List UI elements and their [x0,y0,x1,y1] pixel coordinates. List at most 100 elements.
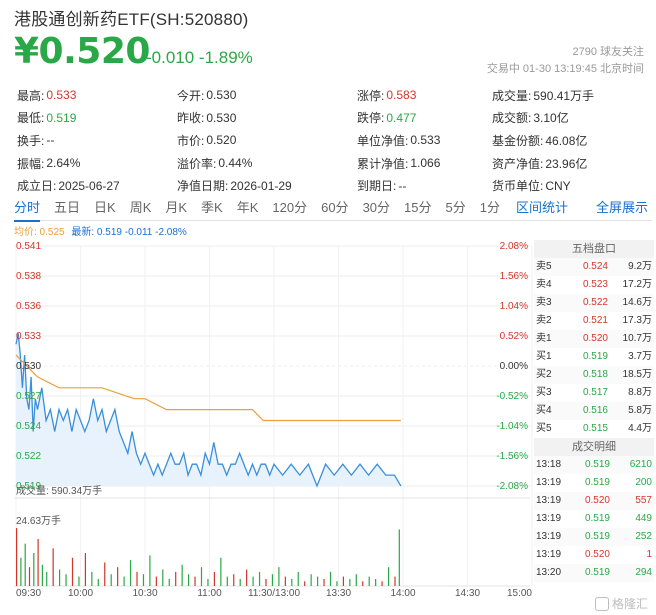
volume-bar [278,567,280,586]
price-line [15,333,402,488]
trade-row: 13:19 0.519 449 [534,510,654,528]
volume-bar [297,571,299,586]
tab-6[interactable]: 年K [236,199,259,215]
stat-row: 最高: 0.533 今开: 0.530 涨停: 0.583 成交量: 590.41万手 [17,84,647,107]
x-tick-label: 14:00 [390,588,415,599]
stat-value: 0.519 [46,110,77,125]
y-tick-label: 0.522 [16,451,41,462]
volume-bar [258,571,261,586]
volume-bar [284,576,286,586]
orderbook-price: 0.520 [582,333,608,344]
intraday-chart[interactable]: 0.541 2.08% 0.538 1.56% 0.536 1.04% 0.533 0.52%… [14,238,534,600]
orderbook-side: 卖1 [536,333,552,344]
volume-bar [194,576,196,586]
orderbook-side: 买5 [536,423,552,434]
stat-value: 1.066 [410,156,441,171]
orderbook-side: 买3 [536,387,552,398]
trade-price: 0.520 [584,495,610,506]
volume-bar [252,576,254,586]
stat-cell: 市价: 0.520 [177,132,357,149]
volume-bar [136,571,138,586]
trade-volume: 200 [635,477,652,488]
stat-value: 46.08亿 [545,133,588,148]
orderbook-side: 卖3 [536,297,552,308]
chart-period-tabs: 分时 五日 日K 周K 月K 季K 年K 120分 60分 30分 15分 5分 1分 区间统计 全屏展… [14,197,652,222]
trades-table: 13:18 0.519 6210 13:19 0.519 200 13:19 0.520 557… [534,456,654,582]
y-tick-label: 0.519 [16,481,41,492]
orderbook-row: 卖5 0.524 9.2万 [534,258,654,276]
tab-0[interactable]: 分时 [14,197,41,222]
y-pct-tick-label: -1.04% [496,421,528,432]
trade-row: 13:19 0.519 200 [534,474,654,492]
volume-bar [175,571,177,586]
volume-bar [129,560,132,586]
stat-label: 到期日: [357,179,397,194]
volume-bar [52,548,54,586]
volume-bar [16,528,18,586]
x-tick-label: 15:00 [507,588,532,599]
fullscreen-link[interactable]: 全屏展示 [595,200,648,215]
y-pct-tick-label: -0.52% [496,391,528,402]
orderbook-row: 买3 0.517 8.8万 [534,384,654,402]
y-pct-tick-label: 0.00% [500,361,528,372]
tab-2[interactable]: 日K [94,199,116,215]
volume-bar [188,574,190,586]
trade-row: 13:20 0.519 294 [534,564,654,582]
stat-cell: 成立日: 2025-06-27 [17,177,177,194]
side-panel: 五档盘口 卖5 0.524 9.2万 卖4 0.523 17.2万 卖3 0.522 14.6万… [534,240,654,582]
volume-bar [46,571,48,586]
x-tick-label: 14:30 [455,588,480,599]
volume-bar [362,581,364,586]
trade-price: 0.519 [584,513,610,524]
stat-label: 货币单位: [492,179,544,194]
tab-3[interactable]: 周K [129,199,152,215]
orderbook-row: 买4 0.516 5.8万 [534,402,654,420]
stat-cell: 溢价率: 0.44% [177,155,357,172]
tab-8[interactable]: 60分 [321,199,349,215]
orderbook-volume: 10.7万 [622,333,652,344]
trades-title: 成交明细 [534,438,654,456]
orderbook-price: 0.521 [582,315,608,326]
stat-cell: 成交量: 590.41万手 [492,87,647,104]
trade-price: 0.519 [584,459,610,470]
stat-value: 590.41万手 [533,88,595,103]
tab-10[interactable]: 15分 [404,199,432,215]
stat-value: -- [46,133,55,148]
volume-bar [142,574,145,586]
y-pct-tick-label: -2.08% [496,481,528,492]
orderbook-price: 0.523 [582,279,608,290]
orderbook-table: 卖5 0.524 9.2万 卖4 0.523 17.2万 卖3 0.522 14.6万 卖2 0.5… [534,258,654,438]
orderbook-volume: 4.4万 [628,423,652,434]
stat-row: 成立日: 2025-06-27 净值日期: 2026-01-29 到期日: -- 货币单位:… [17,174,647,197]
volume-bar [117,567,119,586]
price-area-fill [16,333,401,486]
tab-11[interactable]: 5分 [445,199,466,215]
tab-1[interactable]: 五日 [54,199,81,215]
orderbook-side: 卖2 [536,315,552,326]
trade-time: 13:19 [536,495,562,506]
volume-bar [213,571,215,586]
tab-5[interactable]: 季K [201,199,223,215]
range-stats-link[interactable]: 区间统计 [515,200,568,215]
stat-label: 成立日: [17,179,57,194]
stat-cell: 换手: -- [17,132,177,149]
volume-bar [181,564,183,586]
orderbook-row: 卖3 0.522 14.6万 [534,294,654,312]
volume-bar [155,576,157,586]
tab-9[interactable]: 30分 [362,199,391,215]
volume-bar [65,574,67,586]
volume-bar [398,529,400,586]
trade-row: 13:19 0.519 252 [534,528,654,546]
follower-count[interactable]: 2790 球友关注 [572,46,644,58]
tab-7[interactable]: 120分 [272,199,308,215]
y-pct-tick-label: 0.52% [500,331,528,342]
tab-4[interactable]: 月K [165,199,188,215]
volume-bar [33,553,35,586]
trade-price: 0.519 [584,531,610,542]
y-tick-label: 0.527 [16,391,41,402]
tab-12[interactable]: 1分 [479,199,500,215]
y-tick-label: 0.524 [16,421,41,432]
stat-cell: 基金份额: 46.08亿 [492,132,647,149]
y-tick-label: 0.536 [16,301,41,312]
volume-bar [37,538,39,586]
